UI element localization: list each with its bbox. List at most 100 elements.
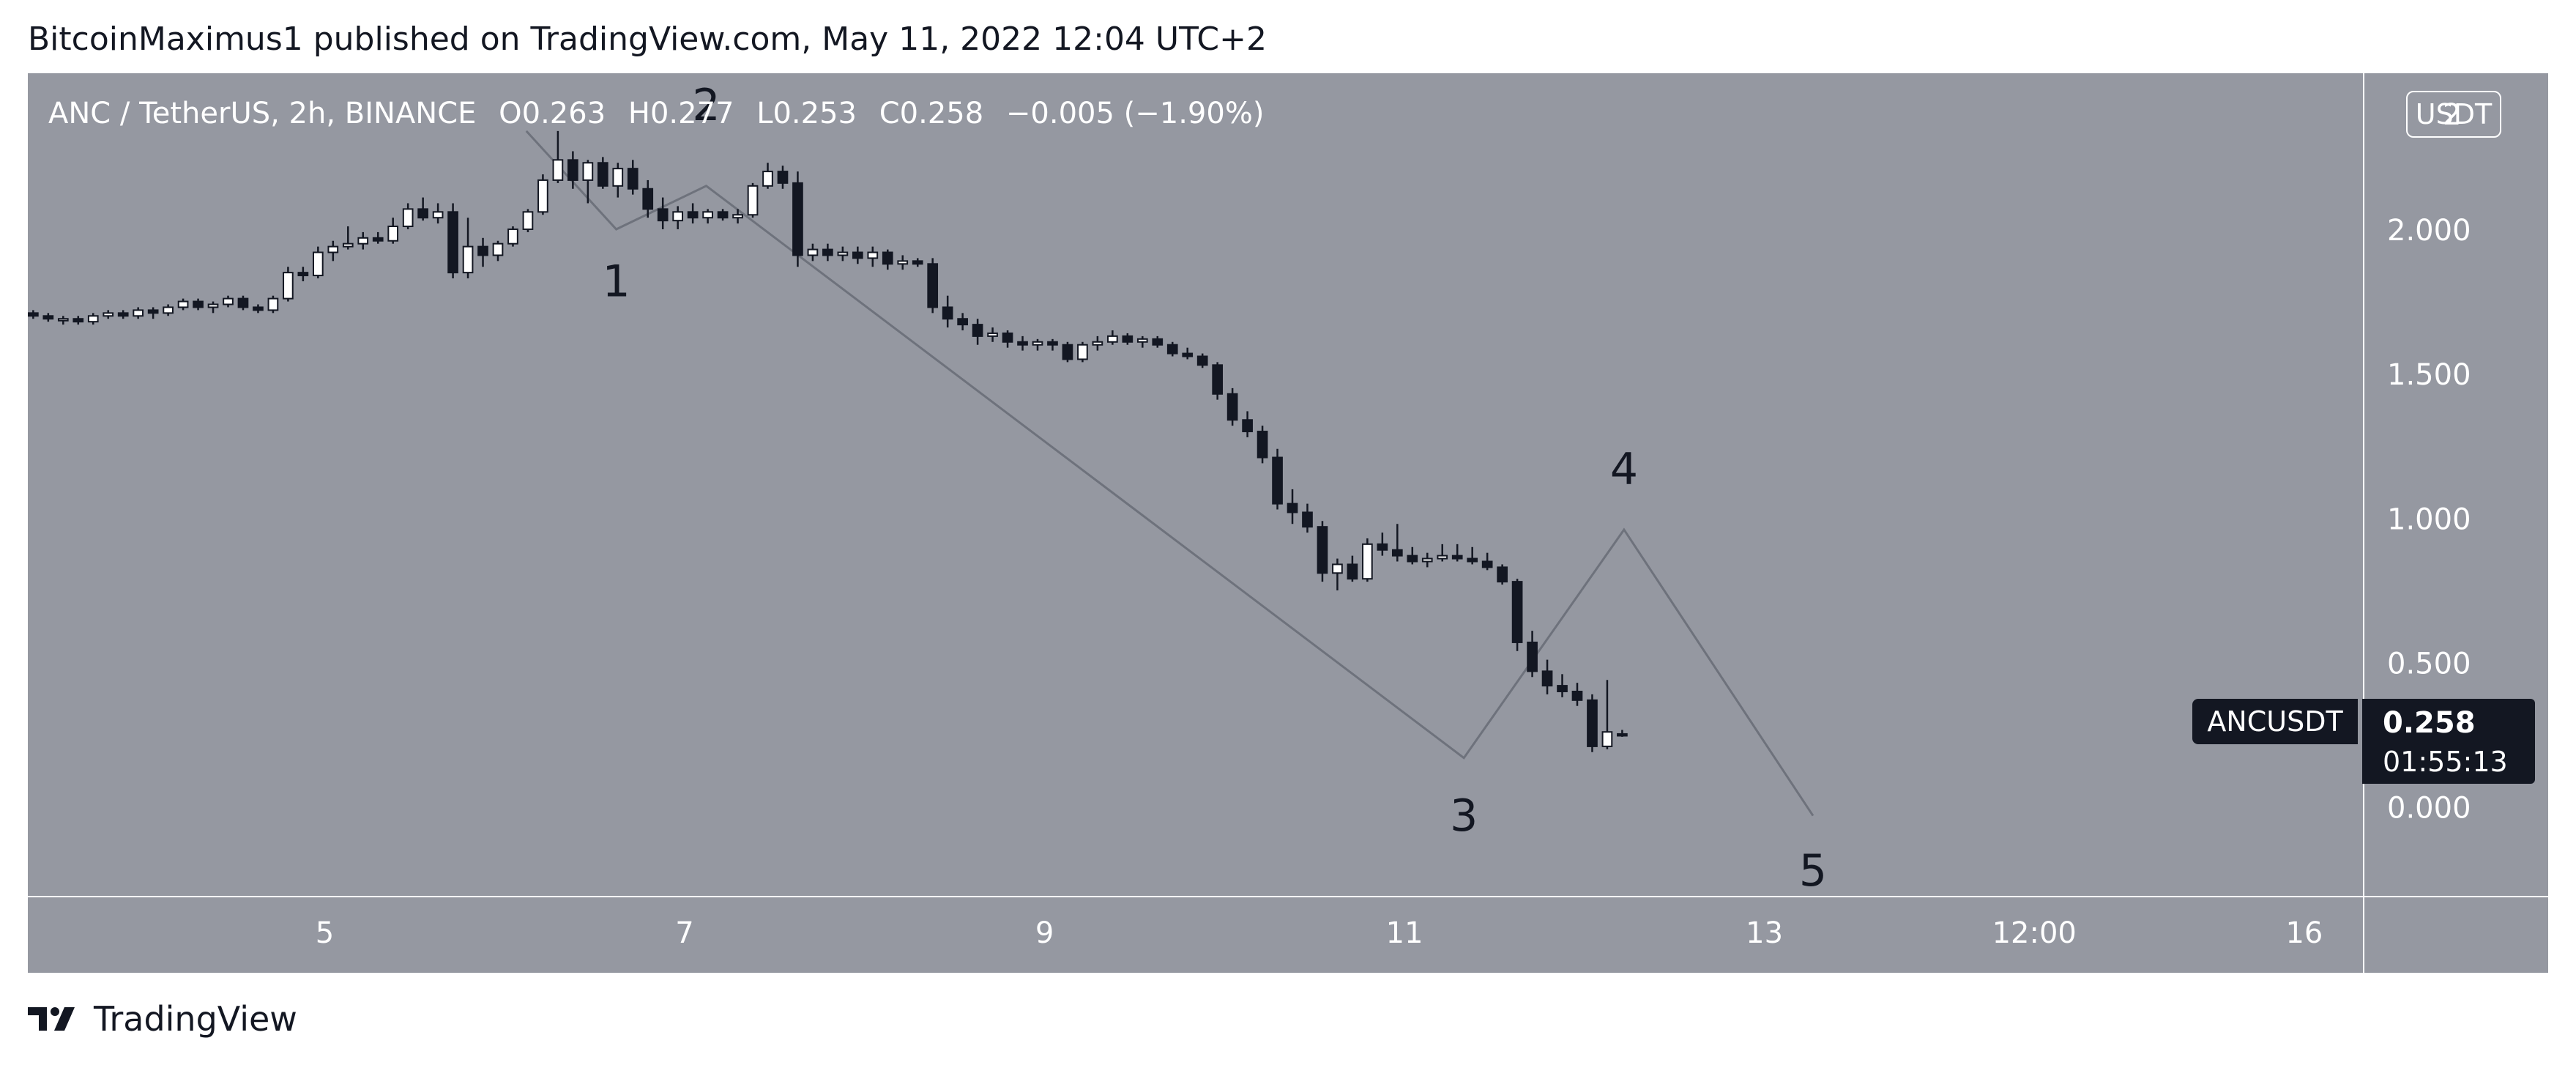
currency-button[interactable]: USDT: [2406, 91, 2501, 138]
x-tick-label: 9: [1035, 916, 1054, 950]
candle: [357, 231, 369, 250]
candle-body: [642, 188, 654, 210]
time-axis[interactable]: 5 7 9 11 13 12:00 16: [316, 916, 2323, 950]
candle-body: [477, 245, 488, 256]
candle-body: [1047, 341, 1058, 346]
candle: [237, 295, 249, 311]
wave-line: [525, 130, 1814, 817]
candle: [1347, 555, 1358, 582]
candle-body: [1497, 566, 1508, 583]
x-tick-label: 16: [2285, 916, 2323, 950]
tradingview-logo-icon[interactable]: [28, 1004, 83, 1034]
candle-body: [28, 312, 39, 317]
candle: [642, 179, 654, 218]
candle: [972, 319, 983, 345]
candle-body: [163, 306, 174, 314]
candle: [1557, 674, 1568, 697]
chart-svg[interactable]: 1 2 3 4 5 0.000 0.500 1.000 1.500 2.000 5 7 9 11 13 1…: [28, 73, 2548, 973]
candle: [1437, 544, 1448, 562]
candle-body: [702, 211, 713, 219]
candle-body: [1601, 731, 1613, 747]
x-tick-label: 7: [675, 916, 693, 950]
candle-body: [717, 211, 729, 219]
last-price-symbol-tag: ANCUSDT: [2192, 699, 2358, 744]
candle: [1527, 631, 1538, 678]
candle-body: [1062, 344, 1073, 360]
candle-body: [1391, 549, 1403, 557]
candle-body: [942, 306, 953, 320]
candle: [1107, 330, 1118, 345]
candle: [1571, 683, 1583, 706]
candle: [1136, 335, 1148, 348]
wave-label-4: 4: [1610, 444, 1638, 495]
candle: [957, 313, 968, 331]
candle: [1421, 552, 1433, 568]
candle-body: [492, 242, 504, 256]
candle: [432, 203, 444, 224]
legend-low-label: L: [756, 97, 773, 130]
candle-body: [1527, 641, 1538, 672]
candle-body: [1362, 543, 1373, 580]
candle-body: [612, 168, 624, 187]
candle: [882, 249, 893, 270]
legend-change: −0.005 (−1.90%): [1005, 97, 1265, 130]
candle: [807, 243, 819, 262]
candle: [1511, 579, 1523, 651]
legend-low: 0.253: [773, 97, 857, 130]
candle-body: [1182, 352, 1194, 357]
candle: [1332, 558, 1343, 590]
candle: [1196, 353, 1208, 368]
chart-frame[interactable]: 1 2 3 4 5 0.000 0.500 1.000 1.500 2.000 5 7 9 11 13 1…: [28, 73, 2548, 973]
candle: [492, 240, 504, 262]
candle-body: [372, 237, 384, 242]
candle-body: [507, 228, 518, 245]
candle: [942, 295, 953, 328]
x-tick-label: 12:00: [1992, 916, 2077, 950]
candle-body: [402, 208, 414, 228]
legend-open: 0.263: [521, 97, 606, 130]
bar-countdown: 01:55:13: [2383, 746, 2508, 778]
candle: [1407, 546, 1418, 565]
candle: [133, 307, 144, 319]
candle-body: [912, 260, 923, 265]
candle: [852, 246, 863, 264]
x-tick-label: 11: [1386, 916, 1423, 950]
y-tick-label: 1.000: [2387, 503, 2471, 536]
candle: [1541, 659, 1553, 694]
candle-body: [193, 300, 204, 308]
price-axis[interactable]: 0.000 0.500 1.000 1.500 2.000: [2387, 214, 2471, 826]
candle-body: [1166, 344, 1178, 355]
candle: [387, 218, 399, 244]
candle: [837, 246, 849, 262]
candle: [867, 246, 879, 267]
candle: [402, 203, 414, 229]
candle: [1302, 503, 1313, 533]
candle: [103, 310, 114, 319]
candle-body: [1032, 341, 1043, 346]
candle: [792, 171, 803, 267]
candle-body: [357, 237, 369, 245]
legend-high: 0.277: [649, 97, 734, 130]
candle-body: [807, 248, 819, 256]
candle: [372, 231, 384, 244]
candle-body: [1287, 503, 1298, 513]
candle: [912, 258, 923, 267]
candle-body: [147, 309, 159, 314]
candle: [687, 203, 699, 224]
footer-brand[interactable]: TradingView: [94, 999, 297, 1039]
candle-body: [1571, 690, 1583, 701]
candle: [1122, 333, 1133, 345]
candle-body: [822, 248, 833, 256]
candles: [28, 130, 1628, 752]
candle: [193, 298, 204, 311]
candle: [477, 237, 488, 267]
candle: [762, 163, 773, 189]
candle-body: [177, 300, 189, 308]
candle: [1451, 544, 1463, 562]
candle-body: [223, 297, 234, 305]
candle-body: [777, 171, 789, 184]
candle: [1287, 489, 1298, 524]
legend-symbol: ANC / TetherUS, 2h, BINANCE: [48, 97, 477, 130]
candle: [1077, 341, 1088, 363]
candle: [312, 246, 324, 279]
